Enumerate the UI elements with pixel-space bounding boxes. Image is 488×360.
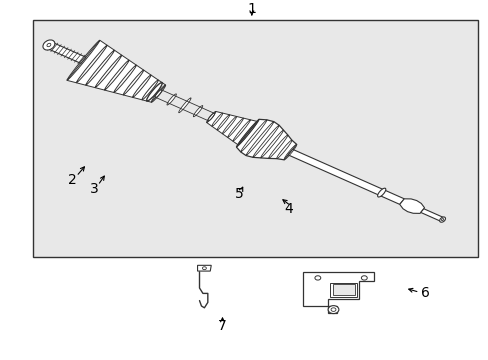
Text: 2: 2 bbox=[68, 173, 77, 187]
Ellipse shape bbox=[377, 188, 385, 197]
Text: 6: 6 bbox=[420, 287, 429, 300]
Text: 1: 1 bbox=[247, 2, 256, 16]
Ellipse shape bbox=[327, 306, 338, 314]
Polygon shape bbox=[332, 284, 354, 295]
Ellipse shape bbox=[207, 113, 214, 121]
Text: 5: 5 bbox=[235, 188, 244, 201]
Text: 4: 4 bbox=[284, 202, 292, 216]
Polygon shape bbox=[197, 265, 211, 271]
Text: 7: 7 bbox=[218, 319, 226, 333]
Ellipse shape bbox=[146, 82, 162, 101]
Polygon shape bbox=[287, 149, 404, 204]
Bar bbox=[33, 20, 477, 257]
Ellipse shape bbox=[155, 90, 162, 97]
Ellipse shape bbox=[439, 217, 445, 222]
Ellipse shape bbox=[47, 43, 51, 47]
Ellipse shape bbox=[314, 276, 320, 280]
Polygon shape bbox=[329, 283, 356, 297]
Ellipse shape bbox=[178, 98, 191, 113]
Polygon shape bbox=[303, 272, 373, 313]
Ellipse shape bbox=[330, 308, 335, 311]
Polygon shape bbox=[46, 42, 86, 63]
Ellipse shape bbox=[202, 267, 206, 270]
Polygon shape bbox=[67, 40, 165, 102]
Ellipse shape bbox=[441, 219, 443, 221]
Polygon shape bbox=[420, 209, 443, 221]
Ellipse shape bbox=[43, 40, 55, 50]
Ellipse shape bbox=[166, 94, 176, 105]
Polygon shape bbox=[206, 112, 257, 145]
Ellipse shape bbox=[361, 276, 366, 280]
Polygon shape bbox=[236, 119, 296, 160]
Polygon shape bbox=[399, 199, 424, 213]
Text: 3: 3 bbox=[90, 182, 99, 196]
Ellipse shape bbox=[193, 105, 203, 117]
